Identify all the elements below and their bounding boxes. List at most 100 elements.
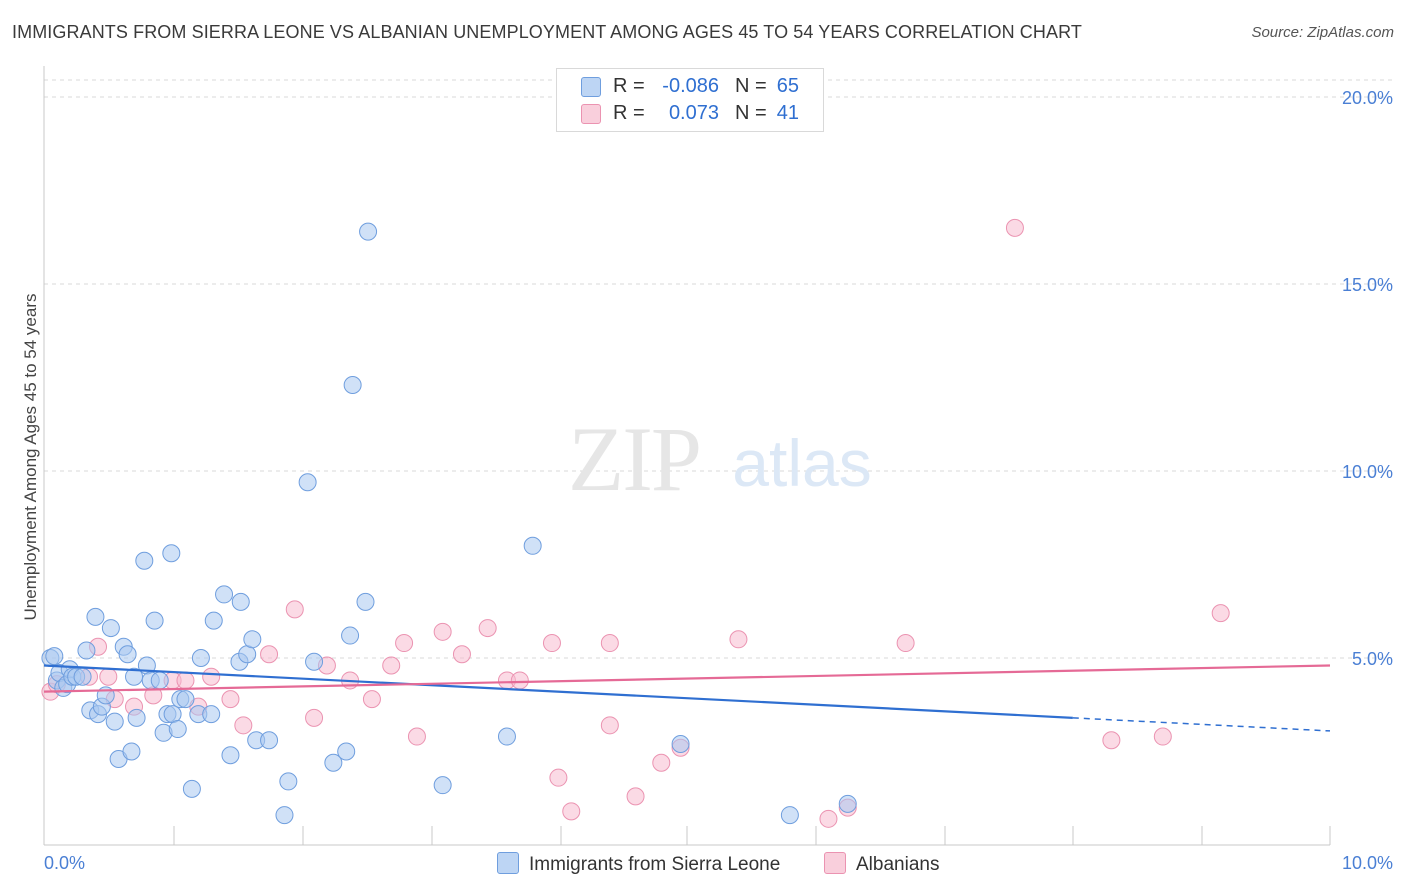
point-albanians xyxy=(600,634,619,653)
point-albanians xyxy=(407,727,426,746)
point-sierra-leone xyxy=(150,671,169,690)
point-sierra-leone xyxy=(337,742,356,761)
point-sierra-leone xyxy=(125,667,144,686)
point-sierra-leone xyxy=(343,375,362,394)
point-albanians xyxy=(452,645,471,664)
point-albanians xyxy=(362,690,381,709)
point-albanians xyxy=(1005,218,1024,237)
point-sierra-leone xyxy=(238,645,257,664)
legend-row-albanians: R = 0.073 N = 41 xyxy=(557,101,823,127)
stats-legend: R = -0.086 N = 65 R = 0.073 N = 41 xyxy=(556,68,824,132)
point-sierra-leone xyxy=(163,705,182,724)
point-albanians xyxy=(221,690,240,709)
series-legend: Immigrants from Sierra Leone Albanians xyxy=(0,852,1406,878)
point-albanians xyxy=(1153,727,1172,746)
point-albanians xyxy=(234,716,253,735)
point-sierra-leone xyxy=(497,727,516,746)
trend-lines xyxy=(43,664,1331,732)
point-sierra-leone xyxy=(182,779,201,798)
data-points xyxy=(41,218,1230,828)
legend-swatch-pink xyxy=(824,852,846,874)
point-albanians xyxy=(305,708,324,727)
point-sierra-leone xyxy=(231,592,250,611)
point-sierra-leone xyxy=(305,652,324,671)
y-tick-label: 5.0% xyxy=(1352,649,1393,669)
legend-item-sierra-leone: Immigrants from Sierra Leone xyxy=(497,852,780,876)
point-albanians xyxy=(510,671,529,690)
ticks: 5.0% 10.0% 15.0% 20.0% 0.0% 10.0% xyxy=(44,88,1393,873)
point-sierra-leone xyxy=(86,607,105,626)
legend-label-albanians: Albanians xyxy=(856,854,940,875)
point-albanians xyxy=(652,753,671,772)
legend-item-albanians: Albanians xyxy=(824,852,939,876)
legend-label-sierra-leone: Immigrants from Sierra Leone xyxy=(529,854,781,875)
point-albanians xyxy=(382,656,401,675)
point-sierra-leone xyxy=(45,647,64,666)
point-sierra-leone xyxy=(275,806,294,825)
point-sierra-leone xyxy=(341,626,360,645)
point-sierra-leone xyxy=(101,619,120,638)
point-sierra-leone xyxy=(671,735,690,754)
point-sierra-leone xyxy=(260,731,279,750)
point-sierra-leone xyxy=(838,794,857,813)
point-sierra-leone xyxy=(118,645,137,664)
legend-n-label: N = xyxy=(735,102,767,124)
point-sierra-leone xyxy=(279,772,298,791)
legend-n-value: 41 xyxy=(776,102,799,124)
point-sierra-leone xyxy=(215,585,234,604)
point-sierra-leone xyxy=(176,690,195,709)
point-sierra-leone xyxy=(105,712,124,731)
point-sierra-leone xyxy=(356,592,375,611)
point-sierra-leone xyxy=(202,705,221,724)
point-sierra-leone xyxy=(135,551,154,570)
trend-line-sierra-leone xyxy=(43,664,1073,719)
legend-n-label: N = xyxy=(735,75,767,97)
trend-line-sierra-leone-extension xyxy=(1072,717,1331,732)
point-albanians xyxy=(176,671,195,690)
x-tick-label: 0.0% xyxy=(44,853,85,873)
y-axis-label: Unemployment Among Ages 45 to 54 years xyxy=(21,294,40,621)
legend-swatch-pink xyxy=(581,104,601,124)
point-sierra-leone xyxy=(523,536,542,555)
y-tick-label: 15.0% xyxy=(1342,275,1393,295)
point-albanians xyxy=(819,809,838,828)
point-albanians xyxy=(260,645,279,664)
point-sierra-leone xyxy=(780,806,799,825)
legend-r-value: 0.073 xyxy=(668,102,719,124)
point-albanians xyxy=(729,630,748,649)
point-albanians xyxy=(202,667,221,686)
watermark-zip: ZIP xyxy=(568,408,700,510)
legend-swatch-blue xyxy=(581,77,601,97)
watermark-atlas: atlas xyxy=(732,426,871,500)
source-label: Source: ZipAtlas.com xyxy=(1251,24,1394,41)
point-albanians xyxy=(542,634,561,653)
point-albanians xyxy=(478,619,497,638)
point-sierra-leone xyxy=(77,641,96,660)
point-albanians xyxy=(896,634,915,653)
point-sierra-leone xyxy=(324,753,343,772)
point-sierra-leone xyxy=(433,776,452,795)
point-sierra-leone xyxy=(127,708,146,727)
legend-r-value: -0.086 xyxy=(662,75,719,97)
watermark: ZIP atlas xyxy=(568,408,872,510)
point-sierra-leone xyxy=(73,667,92,686)
point-sierra-leone xyxy=(122,742,141,761)
point-albanians xyxy=(99,667,118,686)
point-sierra-leone xyxy=(298,473,317,492)
point-albanians xyxy=(626,787,645,806)
point-albanians xyxy=(549,768,568,787)
point-sierra-leone xyxy=(162,544,181,563)
x-tick-label: 10.0% xyxy=(1342,853,1393,873)
point-albanians xyxy=(1211,604,1230,623)
point-sierra-leone xyxy=(243,630,262,649)
point-albanians xyxy=(395,634,414,653)
legend-n-value: 65 xyxy=(776,75,799,97)
point-albanians xyxy=(285,600,304,619)
point-sierra-leone xyxy=(168,720,187,739)
point-sierra-leone xyxy=(191,649,210,667)
point-sierra-leone xyxy=(221,746,240,765)
point-sierra-leone xyxy=(359,222,378,241)
grid-lines xyxy=(44,79,1392,659)
legend-r-label: R = xyxy=(613,75,645,97)
